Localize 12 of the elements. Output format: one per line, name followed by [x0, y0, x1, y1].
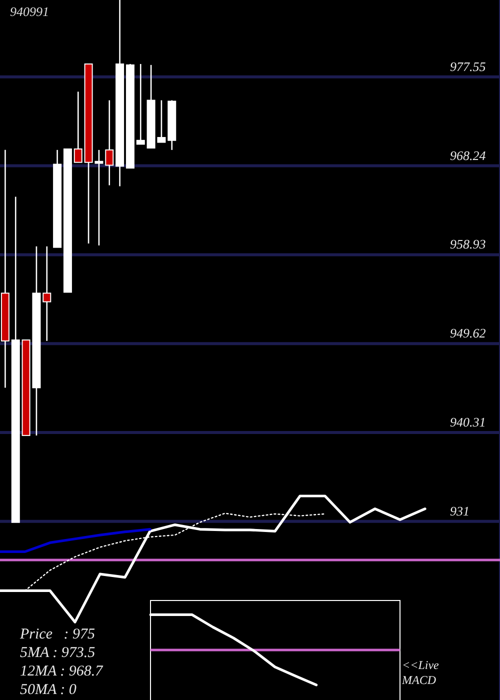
annotation: <<Live MACD [401, 658, 440, 687]
annotation: 5MA : 973.5 [20, 645, 96, 661]
annotation: 12MA : 968.7 [20, 664, 104, 680]
annotation: 50MA : 0 [20, 682, 77, 698]
y-tick-label: 949.62 [450, 326, 486, 341]
y-tick-label: 968.24 [450, 148, 486, 163]
y-tick-label: 958.93 [450, 236, 486, 252]
y-tick-label: 977.55 [450, 58, 486, 74]
y-tick-label: 931 [450, 503, 470, 518]
y-tick-label: 940.31 [450, 414, 486, 430]
chart-title: 940991 [10, 4, 49, 19]
annotation: Price : 975 [19, 626, 96, 642]
